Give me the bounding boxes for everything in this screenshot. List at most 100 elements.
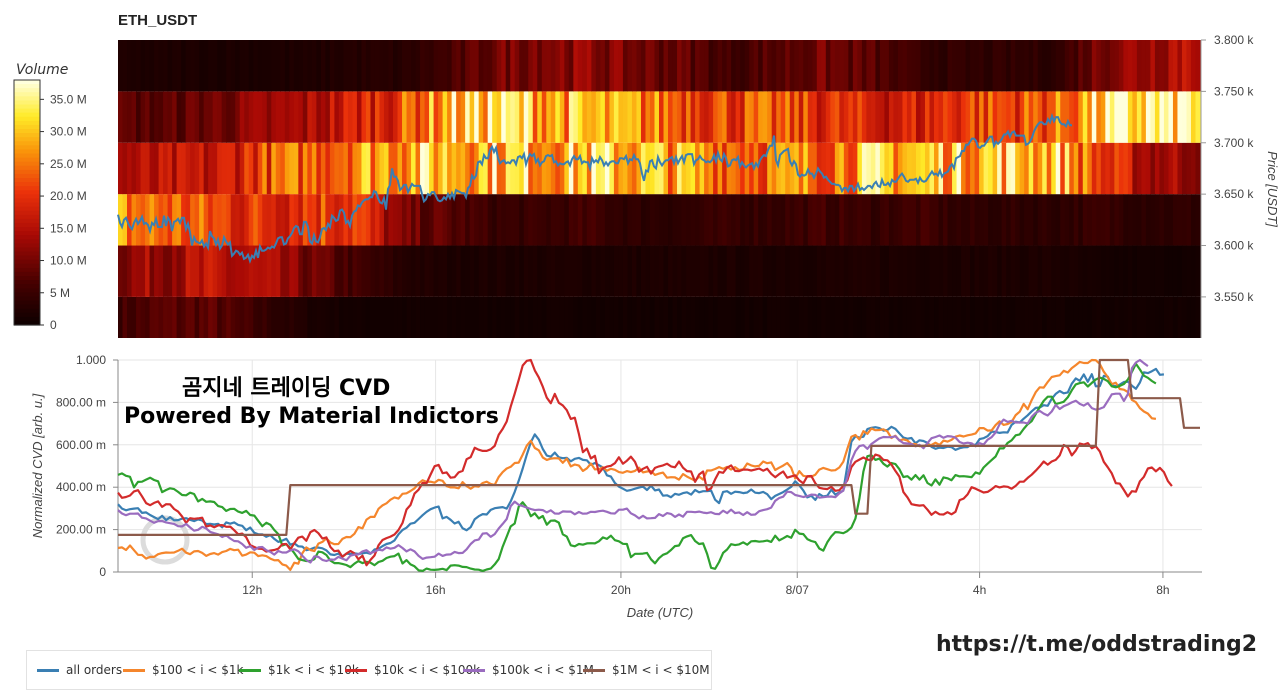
heatmap-cell <box>979 194 985 246</box>
heatmap-cell <box>496 245 502 297</box>
heatmap-cell <box>438 142 444 195</box>
legend-item[interactable]: $1k < i < $10k <box>239 663 359 677</box>
heatmap-cell <box>1132 40 1138 92</box>
heatmap-cell <box>1096 40 1102 92</box>
heatmap-cell <box>550 142 556 195</box>
heatmap-cell <box>965 245 971 297</box>
heatmap-cell <box>798 91 804 143</box>
heatmap-cell <box>708 194 714 246</box>
heatmap-cell <box>167 245 173 297</box>
heatmap-cell <box>717 40 723 92</box>
heatmap-cell <box>636 296 642 338</box>
heatmap-cell <box>974 296 980 338</box>
heatmap-cell <box>988 40 994 92</box>
cvd-y-axis-label: Normalized CVD [arb. u.] <box>30 393 45 538</box>
heatmap-cell <box>244 91 250 143</box>
heatmap-cell <box>447 245 453 297</box>
heatmap-cell <box>1109 40 1115 92</box>
heatmap-cell <box>1195 142 1201 195</box>
heatmap-cell <box>1060 40 1066 92</box>
heatmap-cell <box>1186 296 1192 338</box>
heatmap-cell <box>1132 245 1138 297</box>
heatmap-cell <box>122 245 128 297</box>
price-tick-label: 3.550 k <box>1214 290 1254 304</box>
heatmap-cell <box>185 142 191 195</box>
heatmap-cell <box>604 194 611 246</box>
heatmap-cell <box>460 91 466 143</box>
heatmap-cell <box>559 194 565 246</box>
heatmap-cell <box>591 91 597 143</box>
heatmap-cell <box>343 91 349 143</box>
legend-item[interactable]: $1M < i < $10M <box>583 663 710 677</box>
heatmap-cell <box>663 142 669 195</box>
heatmap-cell <box>952 40 958 92</box>
heatmap-cell <box>244 194 250 246</box>
heatmap-cell <box>834 194 840 246</box>
heatmap-cell <box>320 40 326 92</box>
heatmap-cell <box>420 245 426 297</box>
heatmap-cell <box>1024 245 1030 297</box>
heatmap-cell <box>947 40 953 92</box>
heatmap-cell <box>266 142 272 195</box>
heatmap-cell <box>992 91 998 143</box>
heatmap-cell <box>438 91 444 143</box>
heatmap-cell <box>122 91 128 143</box>
heatmap-cell <box>262 296 268 338</box>
heatmap-cell <box>203 142 209 195</box>
heatmap-cell <box>1127 91 1133 143</box>
legend-item[interactable]: all orders <box>37 663 122 677</box>
heatmap-cell <box>217 245 223 297</box>
heatmap-cell <box>523 142 529 195</box>
heatmap-cell <box>758 40 764 92</box>
heatmap-cell <box>510 296 516 338</box>
heatmap-cell <box>631 142 638 195</box>
heatmap-cell <box>1172 40 1179 92</box>
heatmap-cell <box>176 245 182 297</box>
heatmap-cell <box>604 245 611 297</box>
heatmap-cell <box>145 40 151 92</box>
heatmap-cell <box>699 142 705 195</box>
footer-url[interactable]: https://t.me/oddstrading2 <box>936 632 1258 657</box>
heatmap-cell <box>230 245 236 297</box>
legend-item[interactable]: $100k < i < $1M <box>463 663 594 677</box>
heatmap-cell <box>379 40 385 92</box>
heatmap-cell <box>929 296 935 338</box>
colorbar-segment <box>14 116 40 122</box>
heatmap-cell <box>1037 142 1043 195</box>
legend-item[interactable]: $10k < i < $100k <box>345 663 480 677</box>
heatmap-cell <box>767 194 773 246</box>
heatmap-cell <box>983 245 989 297</box>
colorbar-segment <box>14 137 40 142</box>
heatmap-cell <box>631 91 638 143</box>
heatmap-cell <box>424 142 430 195</box>
heatmap-cell <box>839 40 845 92</box>
heatmap-cell <box>857 194 863 246</box>
heatmap-cell <box>997 296 1003 338</box>
heatmap-cell <box>1051 194 1057 246</box>
heatmap-cell <box>1114 245 1120 297</box>
heatmap-cell <box>897 91 904 143</box>
heatmap-cell <box>262 91 268 143</box>
heatmap-cell <box>798 296 804 338</box>
heatmap-cell <box>505 194 511 246</box>
heatmap-cell <box>924 40 931 92</box>
heatmap-cell <box>1042 194 1048 246</box>
heatmap-cell <box>677 40 683 92</box>
heatmap-cell <box>550 245 556 297</box>
heatmap-cell <box>1123 142 1129 195</box>
heatmap-cell <box>284 40 290 92</box>
heatmap-cell <box>1033 194 1039 246</box>
heatmap-cell <box>483 245 489 297</box>
heatmap-cell <box>812 91 818 143</box>
heatmap-cell <box>848 296 854 338</box>
heatmap-cell <box>825 142 831 195</box>
heatmap-cell <box>622 142 629 195</box>
heatmap-cell <box>861 296 867 338</box>
heatmap-cell <box>149 296 155 338</box>
heatmap-cell <box>1132 142 1138 195</box>
legend-item[interactable]: $100 < i < $1k <box>123 663 243 677</box>
heatmap-cell <box>239 194 245 246</box>
heatmap-cell <box>586 91 592 143</box>
heatmap-cell <box>501 296 507 338</box>
heatmap-cell <box>532 296 538 338</box>
